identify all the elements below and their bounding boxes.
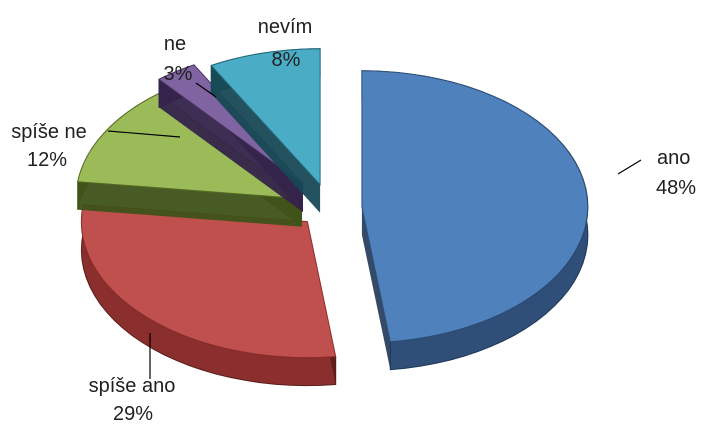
pie-slice-edge-start-4 [211,65,321,213]
slice-value-4: 8% [272,49,301,71]
pie-slice-edge-start-2 [77,181,302,227]
slice-label-0: ano [657,147,690,169]
leader-line-3 [195,82,217,98]
slice-label-3: ne [164,33,186,55]
pie-slice-0 [361,70,589,371]
pie-slice-4 [210,48,321,213]
pie-slice-top-4 [210,48,321,186]
label-layer: ano 48% spíše ano 29% spíše ne 12% ne 3% nevím 8% [11,16,696,425]
slice-value-3: 3% [164,63,193,85]
leader-line-0 [617,159,642,175]
slice-label-2: spíše ne [11,121,87,143]
pie-slice-top-1 [80,204,337,359]
slice-value-1: 29% [113,403,153,425]
pie-slice-top-0 [361,70,589,343]
slice-layer [77,48,589,387]
pie-slice-1 [80,204,337,387]
slice-label-1: spíše ano [89,375,176,397]
slice-value-2: 12% [27,149,67,171]
slice-label-4: nevím [258,16,312,38]
leader-line-2 [107,130,181,138]
pie-slice-edge-end-0 [361,206,391,370]
slice-value-0: 48% [656,177,696,199]
pie-slice-top-2 [77,93,304,200]
pie-slice-edge-start-3 [159,79,303,213]
